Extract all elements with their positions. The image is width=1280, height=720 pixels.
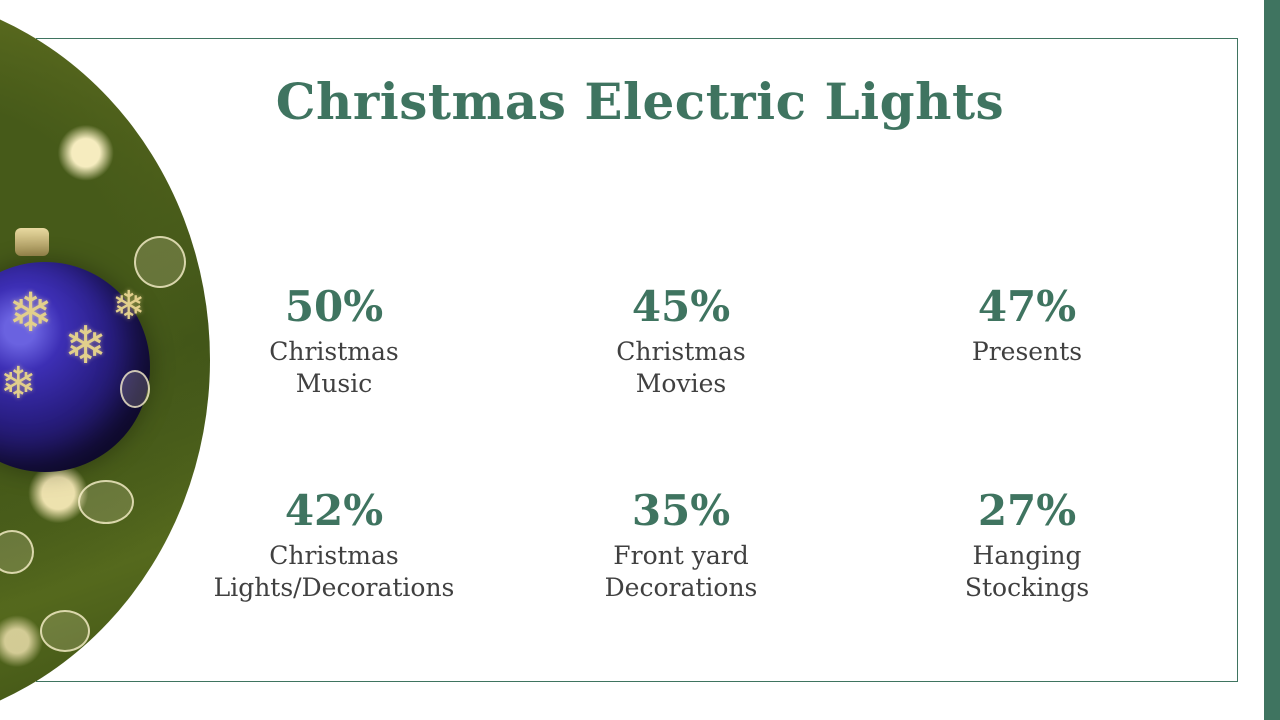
stat-label: Front yard Decorations [531, 540, 831, 604]
snowflake-icon: ❄ [64, 316, 108, 376]
stat-label-line: Front yard [613, 541, 749, 571]
stat-christmas-lights: 42% Christmas Lights/Decorations [184, 486, 484, 604]
stat-value: 27% [977, 486, 1077, 535]
stat-label: Presents [877, 336, 1177, 368]
stat-label-line: Presents [971, 337, 1083, 367]
light-bokeh [40, 610, 90, 652]
stat-label-line: Christmas [269, 337, 399, 367]
stat-label: Christmas Movies [531, 336, 831, 400]
stat-label-line: Stockings [964, 573, 1090, 603]
light-bokeh [78, 480, 134, 524]
light-bokeh [134, 236, 186, 288]
snowflake-icon: ❄ [8, 281, 54, 344]
stat-value: 42% [284, 486, 384, 535]
snowflake-icon: ❄ [0, 358, 37, 409]
light-bokeh [0, 530, 34, 574]
stat-label-line: Christmas [616, 337, 746, 367]
snowflake-icon: ❄ [112, 283, 146, 329]
light-bokeh [120, 370, 150, 408]
stat-label: Christmas Music [184, 336, 484, 400]
stat-front-yard: 35% Front yard Decorations [531, 486, 831, 604]
stat-label-line: Music [295, 369, 373, 399]
stat-label-line: Movies [635, 369, 727, 399]
stat-label: Hanging Stockings [877, 540, 1177, 604]
ornament-cap [15, 228, 49, 256]
stat-value: 35% [631, 486, 731, 535]
stat-presents: 47% Presents [877, 282, 1177, 368]
stat-value: 50% [284, 282, 384, 331]
stat-value: 45% [631, 282, 731, 331]
stat-label-line: Decorations [604, 573, 758, 603]
stat-christmas-movies: 45% Christmas Movies [531, 282, 831, 400]
stat-label-line: Hanging [972, 541, 1082, 571]
accent-bar [1264, 0, 1280, 720]
stat-hanging-stockings: 27% Hanging Stockings [877, 486, 1177, 604]
stat-label-line: Lights/Decorations [213, 573, 455, 603]
stat-label-line: Christmas [269, 541, 399, 571]
stat-label: Christmas Lights/Decorations [184, 540, 484, 604]
stat-christmas-music: 50% Christmas Music [184, 282, 484, 400]
stat-value: 47% [977, 282, 1077, 331]
slide-title: Christmas Electric Lights [275, 72, 1005, 131]
